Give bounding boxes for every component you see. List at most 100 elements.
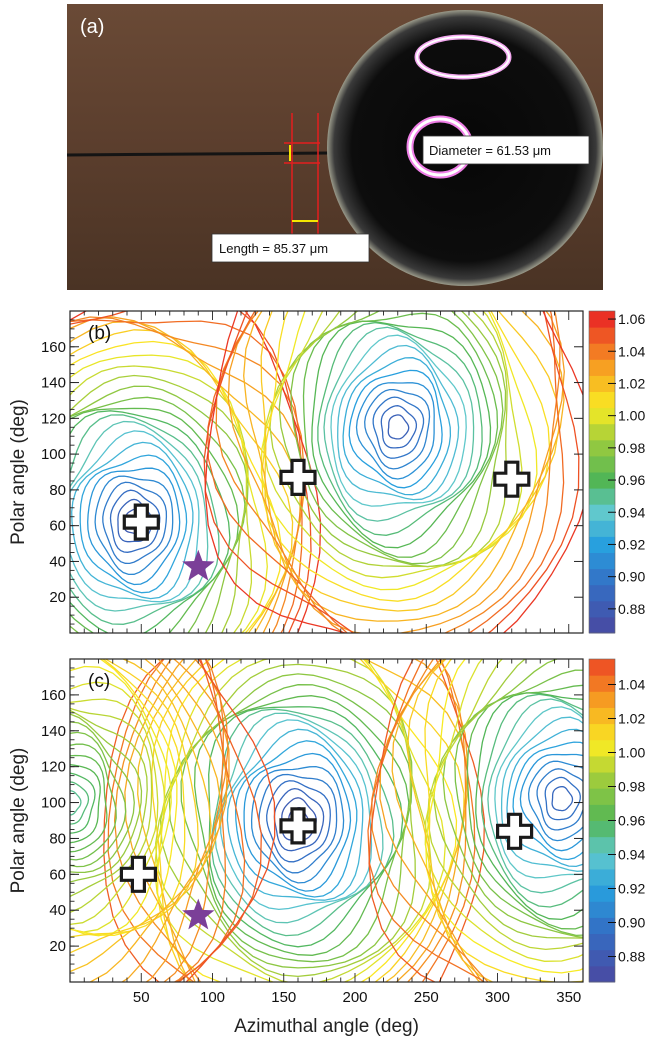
contour-level [70,374,249,633]
contour-level [208,706,404,948]
colorbar-band [589,901,615,918]
colorbar-tick-label: 0.88 [618,949,645,965]
contour-level [204,311,583,633]
x-tick-label: 200 [342,989,367,1006]
plot-area [70,659,583,982]
x-axis-title: Azimuthal angle (deg) [234,1016,419,1037]
contour-level [372,396,425,459]
star-marker [182,549,215,581]
contour-level [355,382,435,480]
contour-level [70,764,101,844]
contour-level [219,719,373,911]
contour-level [203,311,580,633]
colorbar-band [589,949,615,967]
colorbar-tick-label: 0.98 [618,779,645,795]
contour-level [70,407,240,633]
reflection-ring-top-core [416,36,510,78]
contour-level [311,320,492,549]
contour-level [487,698,583,894]
colorbar-band [589,520,615,537]
star-marker [182,898,215,930]
contour-level [348,369,443,489]
y-tick-label: 60 [49,866,66,883]
contour-level [120,659,228,982]
colorbar-band [589,965,615,983]
contour-level [70,743,117,861]
colorbar-band [589,820,615,838]
cross-marker [493,460,531,498]
y-tick-label: 20 [49,589,66,606]
colorbar-band [589,739,615,757]
y-tick-label: 60 [49,518,66,535]
length-box [211,233,370,263]
contour-level [113,659,467,982]
contour-level [519,753,583,852]
contour-level [442,659,583,938]
colorbar-band [589,536,615,553]
colorbar-tick-label: 1.00 [618,745,645,761]
contour-level [536,768,583,831]
contour-level [379,659,484,982]
colorbar-tick-label: 1.04 [618,343,645,359]
y-tick-label: 80 [49,830,66,847]
contour-level [387,414,410,440]
contour-level [70,790,82,816]
cross-marker [119,855,157,893]
cross-marker [279,458,317,496]
contour-level [330,334,467,507]
panel-label-a: (a) [80,16,104,38]
y-tick-label: 100 [41,446,66,463]
contour-level [137,659,469,982]
contour-level [94,475,174,576]
contour-level [145,659,230,982]
colorbar-frame [588,310,616,634]
contour-level [215,311,561,633]
contour-level [70,665,172,937]
colorbar-tick-label: 0.88 [618,601,645,617]
contour-level [226,728,364,901]
length-label: Length = 85.37 μm [219,241,328,256]
contour-level [210,708,395,937]
contour-level [124,659,469,982]
contour-level [159,663,416,978]
colorbar-band [589,568,615,586]
contour-level [70,340,283,633]
contour-level [481,693,583,908]
colorbar-tick-label: 0.96 [618,813,645,829]
contour-level [243,311,565,622]
colorbar-band [589,391,615,409]
contour-level [70,329,294,633]
colorbar-band [589,675,615,692]
colorbar-tick-label: 0.92 [618,536,645,552]
colorbar-band [589,868,615,886]
colorbar-band [589,836,615,854]
colorbar-band [589,311,615,328]
colorbar-band [589,659,615,676]
colorbar-tick-label: 0.94 [618,504,645,520]
contour-level [70,316,305,633]
colorbar-tick-label: 1.02 [618,711,645,727]
colorbar-tick-label: 0.90 [618,569,645,585]
contour-level [70,414,220,625]
colorbar-band [589,772,615,789]
chart-1: 20 40 60 80 100 120 140 160 50 100 150 200 250 300 350… [8,658,645,1037]
colorbar-band [589,723,615,741]
contour-level [70,698,159,926]
contour-level [544,776,581,821]
colorbar-band [589,423,615,441]
contour-level [227,311,565,633]
contour-level [425,659,583,974]
contour-level [278,311,507,568]
contour-level [70,713,143,883]
panel-label: (b) [88,323,111,344]
microscope-photo: (a) Diameter = 61.53 μm Length = 85.37 μ… [66,4,603,290]
contour-level [260,311,538,591]
contour-level [364,388,431,470]
colorbar-band [589,600,615,618]
colorbar-tick-label: 0.98 [618,440,645,456]
colorbar-band [589,439,615,457]
contour-level [70,396,246,633]
fiber-stem [66,151,331,157]
contour-level [70,319,303,633]
contour-level [494,706,583,879]
